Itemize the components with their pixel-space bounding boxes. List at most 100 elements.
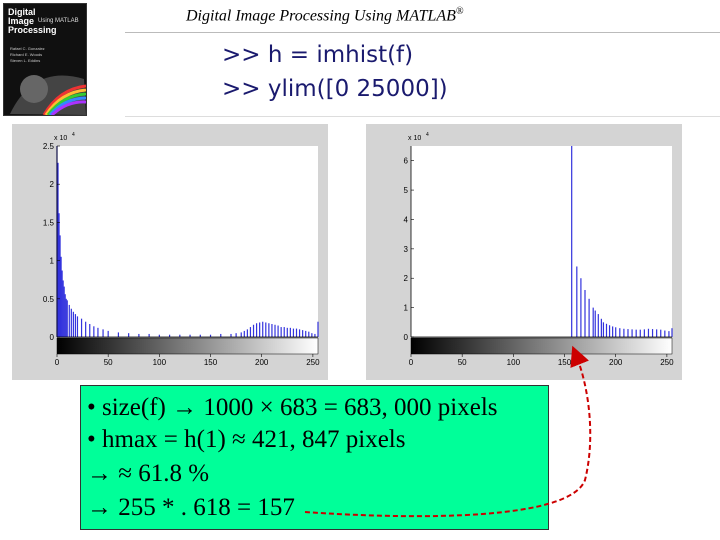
histogram-bar	[72, 311, 74, 337]
histogram-bar	[209, 334, 212, 337]
y-tick-label: 1	[404, 304, 409, 313]
colorbar	[410, 337, 673, 355]
histogram-bar	[76, 316, 79, 337]
histogram-bar	[246, 329, 248, 337]
histogram-bar	[220, 333, 222, 337]
histogram-bar	[584, 289, 586, 337]
histogram-bar	[295, 328, 298, 337]
histogram-bar	[58, 213, 60, 337]
histogram-bar	[671, 328, 673, 337]
page-header: Digital Image Processing Using MATLAB®	[186, 6, 464, 25]
y-tick-label: 5	[404, 186, 409, 195]
histogram-bar	[148, 333, 150, 337]
histogram-panel-left: 0 0.5 1 1.5 2 2.5 0 50 100 150 200 250 x 10 4	[12, 124, 328, 380]
histogram-bar	[619, 328, 621, 337]
y-exponent-label: x 10	[408, 135, 421, 142]
histogram-bar	[85, 321, 87, 337]
y-tick-label: 4	[404, 215, 409, 224]
histogram-bar	[107, 330, 109, 337]
histogram-bar	[594, 310, 596, 337]
x-tick-label: 50	[104, 358, 113, 367]
histogram-bar	[635, 329, 637, 337]
histogram-bar	[597, 314, 599, 337]
note-line-4: → 255 * . 618 = 157	[87, 494, 295, 521]
histogram-bar	[259, 322, 261, 337]
histogram-bar	[280, 327, 282, 337]
trademark-mark: ®	[455, 6, 464, 17]
histogram-bar	[240, 332, 242, 337]
histogram-bar	[608, 325, 611, 337]
histogram-bar	[317, 321, 319, 337]
histogram-bar	[292, 328, 295, 337]
histogram-bar	[70, 308, 72, 337]
y-exponent-power: 4	[72, 132, 75, 138]
note-line-3: → ≈ 61.8 %	[87, 460, 210, 487]
histogram-chart-left: 0 0.5 1 1.5 2 2.5 0 50 100 150 200 250 x 10 4	[43, 132, 320, 367]
histogram-bar	[65, 298, 67, 337]
histogram-bar	[298, 329, 301, 337]
histogram-bar	[64, 294, 66, 337]
histogram-bar	[643, 329, 645, 337]
histogram-bar	[61, 270, 63, 337]
histogram-bar	[612, 326, 614, 337]
histogram-bar	[600, 318, 602, 337]
x-tick-label: 150	[204, 358, 218, 367]
book-subtitle: Using MATLAB	[38, 18, 79, 24]
note-line-2: • hmax = h(1) ≈ 421, 847 pixels	[87, 426, 406, 453]
x-tick-label: 100	[507, 358, 521, 367]
histogram-bar	[268, 323, 270, 337]
histogram-bar	[286, 327, 288, 337]
histogram-bar	[235, 333, 237, 337]
histogram-bar	[651, 329, 654, 337]
notes-box: • size(f) → 1000 × 683 = 683, 000 pixels…	[80, 385, 549, 530]
book-cover-art	[4, 4, 86, 115]
y-tick-label: 2.5	[43, 142, 55, 151]
book-authors: Rafael C. Gonzalez Richard E. Woods Stev…	[10, 46, 45, 63]
histogram-bar	[68, 304, 70, 337]
note-line-1: • size(f) → 1000 × 683 = 683, 000 pixels	[87, 394, 498, 421]
y-exponent-label: x 10	[54, 135, 67, 142]
histogram-bar	[289, 327, 291, 337]
histogram-bar	[138, 333, 140, 337]
command-line-1: >> h = imhist(f)	[222, 42, 414, 68]
histogram-bar	[97, 327, 99, 337]
histogram-bar	[660, 329, 662, 337]
histogram-bar	[605, 323, 608, 337]
histogram-panel-right: 0 1 2 3 4 5 6 0 50 100 150 200 250 x 10 4	[366, 124, 682, 380]
histogram-bar	[283, 327, 285, 337]
y-tick-label: 1	[50, 257, 55, 266]
y-tick-label: 2	[404, 274, 409, 283]
histogram-bar	[199, 334, 201, 337]
histogram-bar	[664, 330, 666, 337]
histogram-bar	[66, 300, 68, 337]
histogram-bar	[59, 235, 61, 337]
x-tick-label: 250	[660, 358, 674, 367]
book-cover: Digital Image Processing Using MATLAB Ra…	[3, 3, 87, 116]
histogram-bar	[265, 322, 267, 337]
histogram-bar	[627, 329, 629, 337]
histogram-bar	[89, 324, 91, 337]
header-title: Digital Image Processing Using MATLAB	[186, 7, 456, 25]
histogram-bar	[102, 329, 104, 337]
x-tick-label: 250	[306, 358, 320, 367]
y-tick-label: 0.5	[43, 295, 55, 304]
histogram-bar	[93, 326, 95, 337]
histogram-bar	[62, 280, 64, 337]
x-tick-label: 50	[458, 358, 467, 367]
x-tick-label: 200	[255, 358, 269, 367]
histogram-bar	[647, 328, 650, 337]
histogram-bar	[57, 162, 59, 337]
histogram-bar	[117, 332, 120, 337]
histogram-bar	[576, 266, 578, 337]
y-tick-label: 0	[404, 333, 409, 342]
y-tick-label: 1.5	[43, 218, 55, 227]
histogram-bar	[631, 329, 633, 337]
histogram-chart-right: 0 1 2 3 4 5 6 0 50 100 150 200 250 x 10 4	[404, 132, 675, 367]
histogram-bar	[277, 325, 279, 337]
histogram-bar	[588, 298, 590, 337]
histogram-bar	[314, 333, 316, 337]
histogram-bar	[189, 334, 191, 337]
histogram-bar	[74, 314, 77, 337]
x-tick-label: 0	[409, 358, 414, 367]
header-divider	[125, 32, 720, 33]
